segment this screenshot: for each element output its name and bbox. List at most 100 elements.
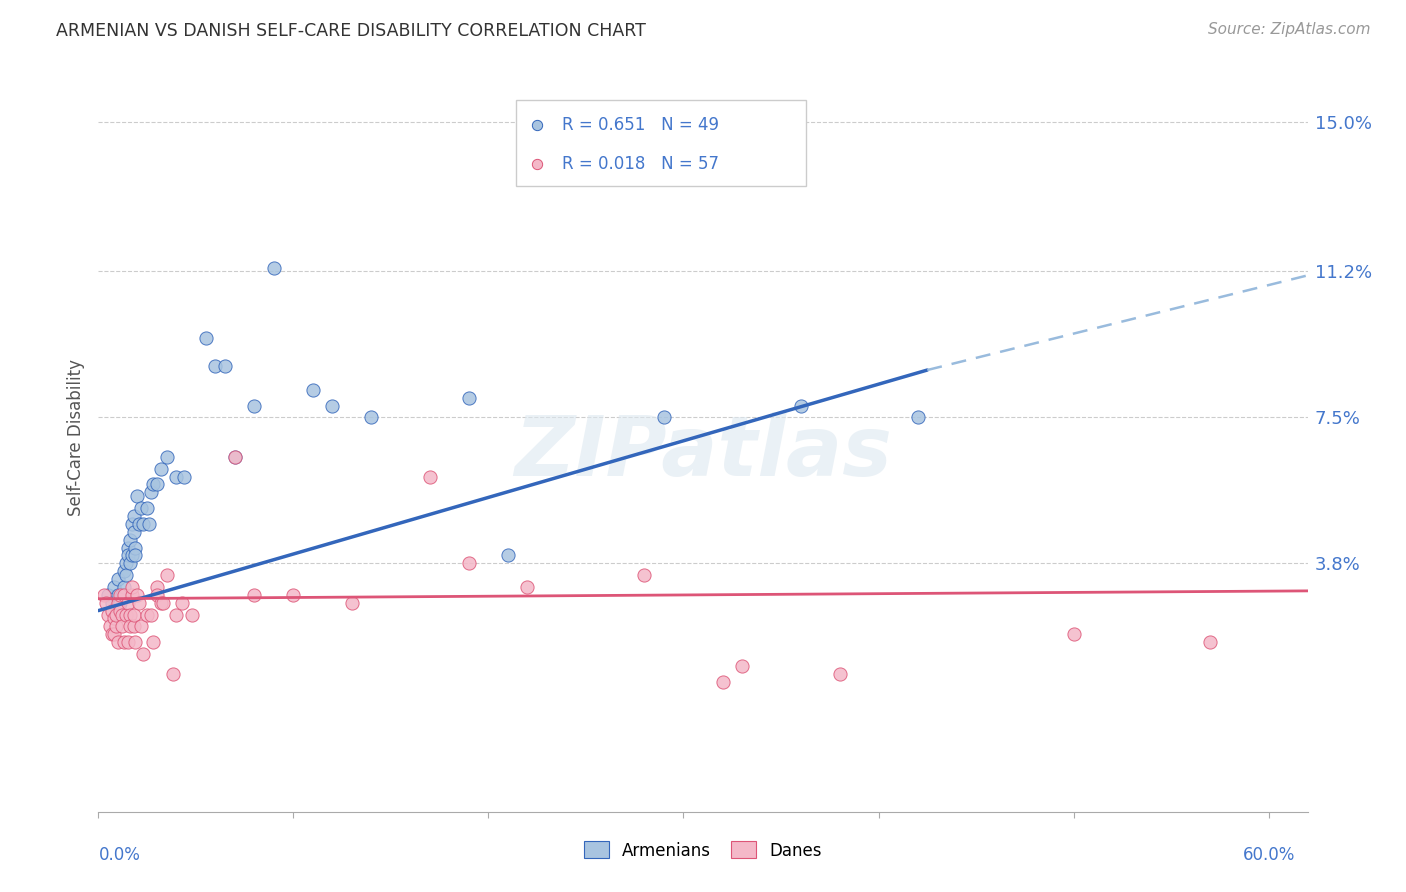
Point [132, 516, 155, 531]
FancyBboxPatch shape [516, 100, 806, 186]
Point [146, 477, 169, 491]
Point [136, 501, 159, 516]
Point [101, 604, 124, 618]
Point [121, 549, 143, 563]
Point [96, 596, 118, 610]
Point [124, 635, 146, 649]
Point [652, 410, 675, 425]
Point [458, 391, 481, 405]
Point [107, 635, 129, 649]
Point [128, 596, 150, 610]
Point [907, 410, 929, 425]
Point [118, 619, 141, 633]
Point [731, 658, 754, 673]
Point [107, 588, 129, 602]
Point [128, 516, 150, 531]
Point [458, 556, 481, 570]
Point [132, 647, 155, 661]
Point [162, 666, 184, 681]
Point [224, 450, 246, 464]
Point [127, 588, 149, 602]
Point [138, 516, 160, 531]
Point [122, 524, 145, 539]
Point [98, 619, 121, 633]
Point [165, 469, 187, 483]
Point [103, 580, 125, 594]
Point [136, 607, 159, 622]
Point [103, 627, 125, 641]
Point [152, 596, 174, 610]
Point [104, 607, 127, 622]
Point [114, 607, 136, 622]
Point [360, 410, 382, 425]
Point [118, 533, 141, 547]
Text: R = 0.018   N = 57: R = 0.018 N = 57 [561, 154, 718, 172]
Point [93, 588, 115, 602]
Point [121, 516, 143, 531]
Point [711, 674, 734, 689]
Point [112, 564, 135, 578]
Point [146, 580, 169, 594]
Point [117, 541, 139, 555]
Point [103, 611, 125, 625]
Text: Source: ZipAtlas.com: Source: ZipAtlas.com [1208, 22, 1371, 37]
Point [97, 588, 120, 602]
Point [108, 588, 131, 602]
Point [283, 588, 305, 602]
Point [419, 469, 441, 483]
Point [204, 359, 226, 373]
Y-axis label: Self-Care Disability: Self-Care Disability [66, 359, 84, 516]
Text: ZIPatlas: ZIPatlas [515, 411, 891, 492]
Point [108, 604, 131, 618]
Text: 0.0%: 0.0% [98, 847, 141, 864]
Point [118, 607, 141, 622]
Point [97, 607, 120, 622]
Point [122, 508, 145, 523]
Point [121, 588, 143, 602]
Point [139, 607, 162, 622]
Point [142, 477, 165, 491]
Legend: Armenians, Danes: Armenians, Danes [583, 841, 823, 860]
Point [633, 568, 655, 582]
Point [496, 549, 519, 563]
Point [131, 619, 153, 633]
Point [114, 568, 136, 582]
Point [139, 485, 162, 500]
Point [112, 635, 135, 649]
Point [263, 260, 285, 275]
Point [111, 607, 134, 622]
Point [243, 588, 266, 602]
Point [111, 619, 134, 633]
Point [302, 383, 325, 397]
Point [117, 635, 139, 649]
Point [101, 596, 124, 610]
Point [122, 607, 145, 622]
Point [224, 450, 246, 464]
Point [117, 596, 139, 610]
Point [165, 607, 187, 622]
Point [1199, 635, 1222, 649]
Point [181, 607, 204, 622]
Point [142, 635, 165, 649]
Point [156, 450, 179, 464]
Point [108, 596, 131, 610]
Point [127, 489, 149, 503]
Point [107, 596, 129, 610]
Point [121, 580, 143, 594]
Point [112, 588, 135, 602]
Point [173, 469, 195, 483]
Text: R = 0.651   N = 49: R = 0.651 N = 49 [561, 116, 718, 134]
Point [828, 666, 851, 681]
Point [122, 619, 145, 633]
Text: ARMENIAN VS DANISH SELF-CARE DISABILITY CORRELATION CHART: ARMENIAN VS DANISH SELF-CARE DISABILITY … [56, 22, 647, 40]
Point [104, 599, 127, 614]
Point [149, 461, 172, 475]
Point [321, 399, 343, 413]
Point [1063, 627, 1085, 641]
Point [124, 549, 146, 563]
Point [340, 596, 363, 610]
Point [101, 627, 124, 641]
Point [789, 399, 811, 413]
Point [112, 580, 135, 594]
Point [156, 568, 179, 582]
